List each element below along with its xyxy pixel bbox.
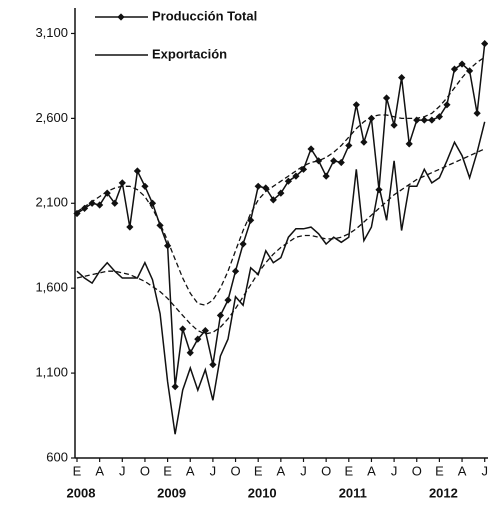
marker <box>209 361 217 369</box>
marker <box>73 209 81 218</box>
x-tick-label: A <box>95 463 104 478</box>
year-label: 2008 <box>67 485 96 500</box>
x-tick-label: J <box>300 463 307 478</box>
marker <box>118 179 126 187</box>
x-tick-label: J <box>210 463 217 478</box>
marker <box>103 189 111 197</box>
marker <box>179 325 187 333</box>
marker <box>148 199 157 207</box>
year-label: 2010 <box>248 485 277 500</box>
x-tick-label: J <box>391 463 398 478</box>
marker <box>231 267 240 275</box>
marker <box>443 101 451 109</box>
marker <box>133 167 141 175</box>
marker <box>201 327 209 335</box>
x-tick-label: A <box>186 463 195 478</box>
y-tick-label: 2,600 <box>35 110 68 125</box>
marker <box>390 121 398 129</box>
marker <box>435 113 443 121</box>
x-tick-label: O <box>140 463 150 478</box>
x-tick-label: A <box>458 463 467 478</box>
marker <box>284 177 292 185</box>
x-tick-label: E <box>73 463 82 478</box>
marker <box>239 240 247 248</box>
marker <box>428 116 436 124</box>
marker <box>111 199 119 207</box>
y-tick-label: 1,600 <box>35 280 68 295</box>
marker <box>473 109 481 117</box>
x-tick-label: O <box>230 463 240 478</box>
x-tick-label: A <box>367 463 376 478</box>
marker <box>398 74 406 82</box>
marker <box>405 140 413 148</box>
marker <box>420 116 428 124</box>
marker <box>466 67 474 75</box>
marker <box>141 182 149 190</box>
series-line <box>76 121 486 435</box>
legend-label: Producción Total <box>152 8 257 23</box>
marker <box>80 204 89 212</box>
marker <box>360 138 368 146</box>
legend-label: Exportación <box>152 46 227 61</box>
marker <box>254 182 262 190</box>
marker <box>126 223 134 231</box>
y-tick-label: 600 <box>46 449 68 464</box>
marker <box>224 296 232 304</box>
trend-line <box>76 148 485 335</box>
x-tick-label: A <box>277 463 286 478</box>
year-label: 2012 <box>429 485 458 500</box>
x-tick-label: O <box>321 463 331 478</box>
x-tick-label: E <box>163 463 172 478</box>
marker <box>216 311 225 319</box>
marker <box>96 201 104 209</box>
year-label: 2009 <box>157 485 186 500</box>
marker <box>269 196 277 204</box>
year-label: 2011 <box>339 485 367 500</box>
x-tick-label: E <box>435 463 444 478</box>
x-tick-label: E <box>254 463 263 478</box>
marker <box>307 145 315 153</box>
trend-line <box>76 56 486 306</box>
marker <box>194 335 202 343</box>
legend-marker <box>117 13 125 21</box>
marker <box>337 158 345 167</box>
marker <box>330 157 338 165</box>
x-tick-label: E <box>344 463 353 478</box>
marker <box>277 189 285 197</box>
marker <box>382 94 391 102</box>
marker <box>481 40 488 48</box>
marker <box>367 114 376 122</box>
marker <box>171 383 179 391</box>
series-line <box>76 43 486 387</box>
marker <box>315 157 323 165</box>
marker <box>186 349 194 357</box>
x-tick-label: J <box>481 463 488 478</box>
x-tick-label: J <box>119 463 126 478</box>
y-tick-label: 1,100 <box>35 365 68 380</box>
marker <box>352 101 360 109</box>
marker <box>292 172 300 180</box>
y-tick-label: 2,100 <box>35 195 68 210</box>
x-tick-label: O <box>412 463 422 478</box>
marker <box>450 65 459 73</box>
marker <box>88 199 96 207</box>
y-tick-label: 3,100 <box>35 25 68 40</box>
marker <box>458 60 466 68</box>
marker <box>322 172 330 180</box>
marker <box>345 141 353 150</box>
